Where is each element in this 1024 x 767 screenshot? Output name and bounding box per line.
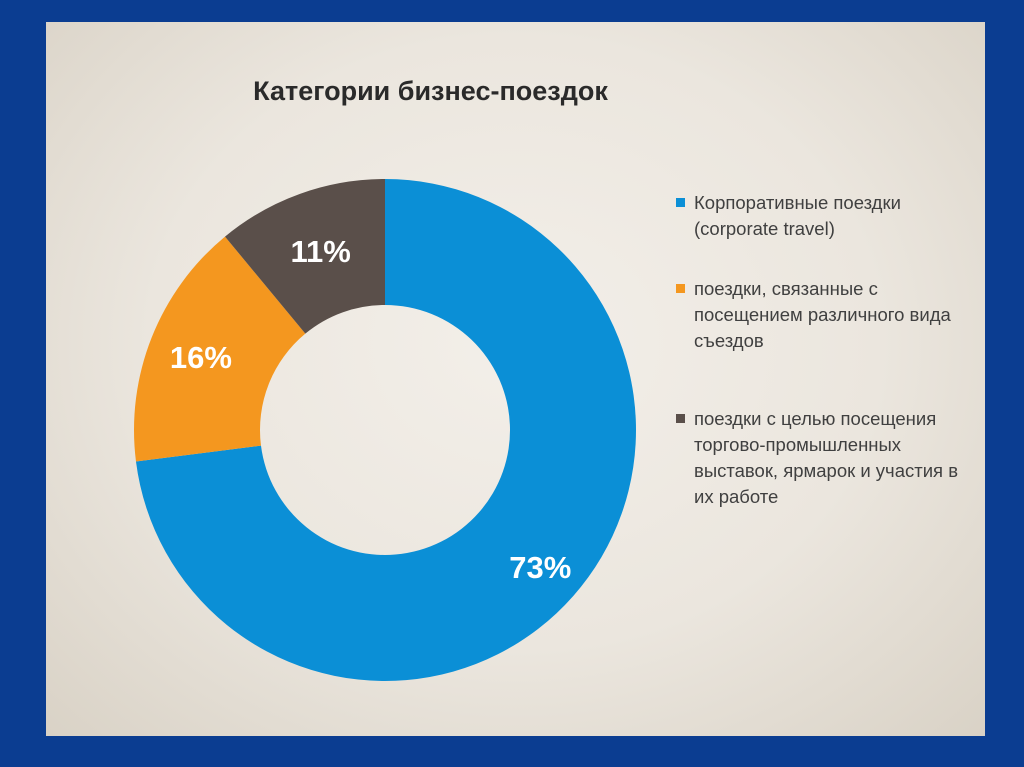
legend: Корпоративные поездки (corporate travel)… — [676, 190, 966, 562]
slice-exhibitions — [225, 179, 385, 334]
legend-swatch-congress — [676, 284, 685, 293]
legend-item-exhibitions: поездки с целью посещения торгово-промыш… — [676, 406, 966, 510]
legend-item-corporate: Корпоративные поездки (corporate travel) — [676, 190, 966, 242]
data-label-corporate: 73% — [509, 550, 571, 585]
legend-label-exhibitions: поездки с целью посещения торгово-промыш… — [694, 408, 959, 507]
data-label-exhibitions: 11% — [290, 234, 350, 269]
chart-title: Категории бизнес-поездок — [253, 76, 608, 106]
legend-swatch-exhibitions — [676, 414, 685, 423]
legend-label-congress: поездки, связанные с посещением различно… — [694, 278, 951, 351]
legend-swatch-corporate — [676, 198, 685, 207]
donut-chart: 73% 16% 11% — [134, 179, 637, 681]
slide: Категории бизнес-поездок 73% 16% 11% Корпо… — [46, 22, 985, 736]
legend-label-corporate: Корпоративные поездки (corporate travel) — [694, 192, 901, 239]
legend-item-congress: поездки, связанные с посещением различно… — [676, 276, 966, 354]
data-label-congress: 16% — [170, 340, 232, 375]
slice-congress — [134, 236, 306, 462]
slice-corporate — [135, 179, 637, 681]
